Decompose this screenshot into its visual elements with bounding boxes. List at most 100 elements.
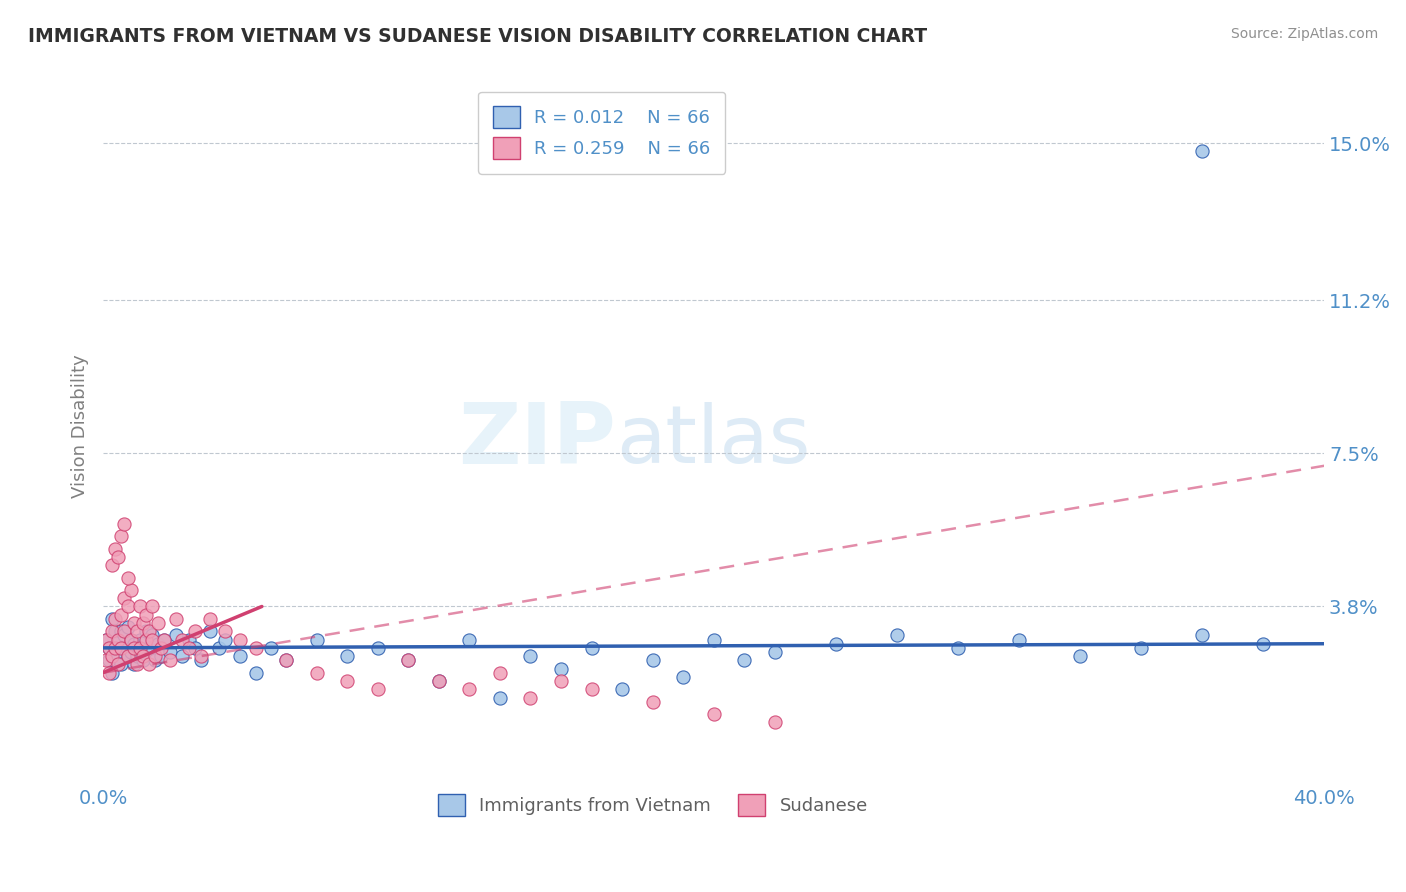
Text: ZIP: ZIP xyxy=(458,400,616,483)
Point xyxy=(1191,145,1213,159)
Point xyxy=(886,628,908,642)
Point xyxy=(703,632,725,647)
Point xyxy=(125,657,148,672)
Point xyxy=(396,653,419,667)
Point xyxy=(98,665,121,680)
Point xyxy=(107,657,129,672)
Point xyxy=(96,632,118,647)
Point xyxy=(641,653,664,667)
Point xyxy=(1191,628,1213,642)
Point xyxy=(1130,640,1153,655)
Point xyxy=(104,541,127,556)
Point xyxy=(153,632,176,647)
Point xyxy=(141,628,163,642)
Point xyxy=(117,649,139,664)
Point xyxy=(229,649,252,664)
Point xyxy=(150,649,173,664)
Point xyxy=(150,640,173,655)
Point xyxy=(114,628,136,642)
Point xyxy=(98,640,121,655)
Point xyxy=(190,649,212,664)
Point xyxy=(367,682,389,697)
Point xyxy=(104,640,127,655)
Point xyxy=(110,657,132,672)
Point xyxy=(581,640,603,655)
Point xyxy=(122,640,145,655)
Point xyxy=(138,657,160,672)
Point xyxy=(135,607,157,622)
Point xyxy=(104,612,127,626)
Point xyxy=(672,670,695,684)
Point xyxy=(122,657,145,672)
Point xyxy=(125,624,148,639)
Point xyxy=(336,673,359,688)
Point xyxy=(824,637,846,651)
Point xyxy=(138,640,160,655)
Point xyxy=(146,637,169,651)
Point xyxy=(114,591,136,606)
Point xyxy=(198,612,221,626)
Point xyxy=(458,682,481,697)
Point xyxy=(183,624,205,639)
Point xyxy=(763,645,786,659)
Point xyxy=(101,558,124,573)
Point xyxy=(141,599,163,614)
Point xyxy=(146,615,169,630)
Point xyxy=(120,632,142,647)
Point xyxy=(177,632,200,647)
Point xyxy=(96,653,118,667)
Text: Source: ZipAtlas.com: Source: ZipAtlas.com xyxy=(1230,27,1378,41)
Point xyxy=(107,649,129,664)
Point xyxy=(135,632,157,647)
Point xyxy=(229,632,252,647)
Point xyxy=(125,649,148,664)
Point xyxy=(703,707,725,722)
Point xyxy=(367,640,389,655)
Point xyxy=(336,649,359,664)
Point xyxy=(117,570,139,584)
Point xyxy=(159,645,181,659)
Point xyxy=(117,599,139,614)
Point xyxy=(107,549,129,564)
Point xyxy=(138,624,160,639)
Point xyxy=(519,690,541,705)
Point xyxy=(143,649,166,664)
Point xyxy=(135,624,157,639)
Point xyxy=(120,632,142,647)
Point xyxy=(550,673,572,688)
Point xyxy=(101,665,124,680)
Point xyxy=(141,632,163,647)
Point xyxy=(110,607,132,622)
Point xyxy=(276,653,298,667)
Point xyxy=(305,632,328,647)
Point xyxy=(117,620,139,634)
Point xyxy=(114,624,136,639)
Point xyxy=(458,632,481,647)
Point xyxy=(427,673,450,688)
Point xyxy=(110,640,132,655)
Text: IMMIGRANTS FROM VIETNAM VS SUDANESE VISION DISABILITY CORRELATION CHART: IMMIGRANTS FROM VIETNAM VS SUDANESE VISI… xyxy=(28,27,927,45)
Point xyxy=(165,612,187,626)
Point xyxy=(122,615,145,630)
Point xyxy=(396,653,419,667)
Point xyxy=(143,653,166,667)
Point xyxy=(104,624,127,639)
Point xyxy=(276,653,298,667)
Text: atlas: atlas xyxy=(616,401,810,480)
Point xyxy=(132,653,155,667)
Point xyxy=(132,649,155,664)
Point xyxy=(107,632,129,647)
Point xyxy=(489,665,512,680)
Point xyxy=(110,624,132,639)
Point xyxy=(120,582,142,597)
Y-axis label: Vision Disability: Vision Disability xyxy=(72,355,89,499)
Legend: Immigrants from Vietnam, Sudanese: Immigrants from Vietnam, Sudanese xyxy=(429,786,877,825)
Point xyxy=(107,632,129,647)
Point xyxy=(98,653,121,667)
Point xyxy=(214,632,236,647)
Point xyxy=(101,624,124,639)
Point xyxy=(128,640,150,655)
Point xyxy=(190,653,212,667)
Point xyxy=(763,715,786,730)
Point xyxy=(117,649,139,664)
